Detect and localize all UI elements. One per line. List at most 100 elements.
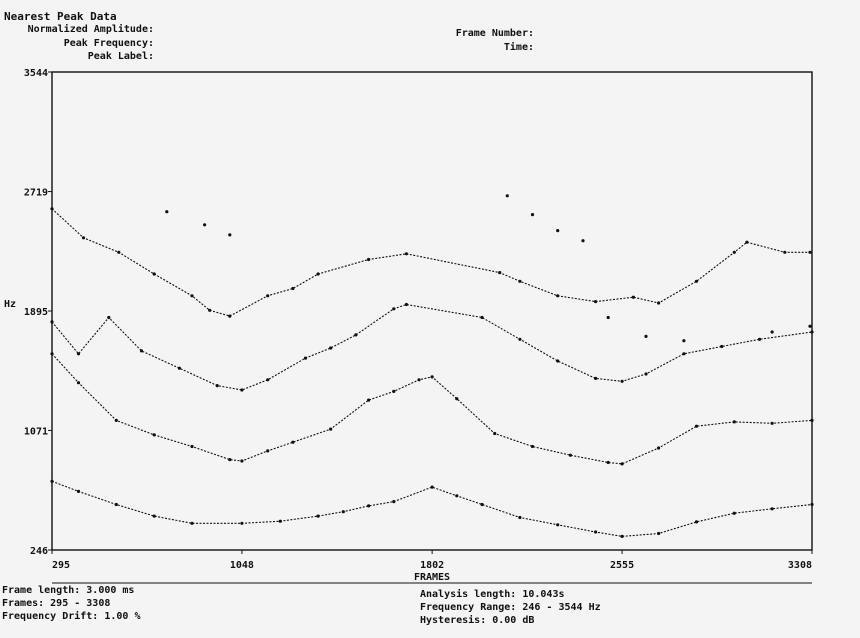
- data-point: [152, 514, 156, 518]
- data-point: [757, 337, 762, 341]
- y-tick-label: 1895: [24, 307, 48, 318]
- data-point: [732, 250, 736, 254]
- data-point: [240, 388, 244, 392]
- data-point: [694, 424, 699, 428]
- data-point: [530, 213, 535, 217]
- data-point: [810, 330, 814, 334]
- data-point: [720, 344, 724, 349]
- data-point: [505, 194, 509, 198]
- data-point: [606, 315, 610, 320]
- data-point: [266, 449, 270, 453]
- data-point: [657, 446, 661, 450]
- y-tick-label: 246: [30, 546, 48, 557]
- x-tick-label: 2555: [610, 560, 634, 571]
- data-point: [392, 307, 396, 311]
- data-point: [404, 302, 408, 307]
- data-point: [228, 458, 232, 462]
- data-point: [177, 366, 181, 370]
- data-point: [50, 320, 54, 324]
- data-point: [556, 359, 560, 363]
- data-point: [732, 511, 736, 515]
- data-point: [266, 378, 270, 382]
- y-axis-label: Hz: [4, 299, 16, 310]
- data-point: [518, 337, 522, 341]
- data-point: [76, 352, 81, 356]
- data-point: [810, 418, 814, 422]
- data-point: [114, 502, 118, 507]
- data-point: [581, 239, 585, 243]
- data-point: [498, 271, 502, 275]
- series-track: [51, 208, 810, 317]
- frame-number-label: Frame Number:: [455, 28, 534, 39]
- data-point: [316, 514, 320, 518]
- data-point: [556, 294, 560, 298]
- data-point: [556, 229, 560, 233]
- data-point: [228, 233, 232, 237]
- peak-frequency-label: Peak Frequency:: [63, 38, 154, 49]
- data-point: [354, 333, 358, 337]
- data-point: [620, 379, 624, 383]
- data-point: [682, 339, 686, 343]
- data-point: [417, 378, 421, 382]
- data-point: [568, 453, 573, 457]
- chart-title: Nearest Peak Data: [4, 10, 117, 23]
- data-point: [808, 250, 812, 254]
- data-point: [208, 308, 212, 312]
- data-point: [107, 315, 111, 320]
- data-point: [114, 418, 118, 422]
- data-point: [76, 489, 81, 493]
- data-point: [291, 286, 295, 291]
- data-point: [518, 279, 522, 283]
- data-point: [455, 397, 459, 401]
- data-point: [770, 330, 774, 334]
- data-point: [392, 500, 396, 504]
- data-point: [392, 389, 396, 393]
- data-point: [644, 372, 648, 376]
- data-point: [682, 352, 686, 356]
- series-2: [50, 352, 814, 466]
- data-point: [770, 507, 774, 511]
- normalized-amplitude-label: Normalized Amplitude:: [27, 24, 154, 35]
- data-point: [367, 504, 371, 508]
- series-1: [50, 479, 814, 539]
- data-point: [81, 236, 86, 240]
- data-point: [367, 398, 371, 402]
- data-point: [215, 384, 219, 388]
- y-tick-label: 1071: [24, 426, 48, 437]
- data-point: [367, 257, 371, 262]
- data-point: [770, 421, 774, 425]
- data-point: [594, 300, 598, 304]
- data-point: [228, 314, 232, 318]
- data-point: [694, 520, 699, 524]
- series-layer: [50, 194, 814, 539]
- series-3: [50, 302, 814, 392]
- data-point: [694, 279, 699, 283]
- data-point: [594, 376, 598, 380]
- data-point: [606, 460, 610, 465]
- data-point: [530, 444, 535, 449]
- data-point: [190, 444, 194, 449]
- data-point: [644, 334, 648, 338]
- data-point: [165, 210, 169, 214]
- data-point: [50, 479, 54, 483]
- data-point: [594, 530, 598, 534]
- data-point: [329, 427, 333, 431]
- data-point: [291, 440, 295, 444]
- time-label: Time:: [503, 42, 534, 53]
- series-track: [51, 480, 813, 537]
- data-point: [657, 531, 661, 536]
- data-point: [50, 207, 54, 211]
- data-point: [732, 420, 736, 424]
- series-track: [51, 353, 813, 465]
- x-tick-label: 3308: [788, 560, 812, 571]
- data-point: [76, 381, 81, 385]
- data-point: [620, 462, 624, 466]
- data-point: [329, 346, 333, 350]
- y-tick-label: 2719: [24, 188, 48, 199]
- x-tick-label: 1802: [420, 560, 444, 571]
- y-tick-labels: 246 1071 1895 2719 3544: [24, 68, 52, 557]
- hysteresis-text: Hysteresis: 0.00 dB: [420, 615, 535, 626]
- frame-length-text: Frame length: 3.000 ms: [2, 585, 135, 596]
- data-point: [808, 324, 812, 328]
